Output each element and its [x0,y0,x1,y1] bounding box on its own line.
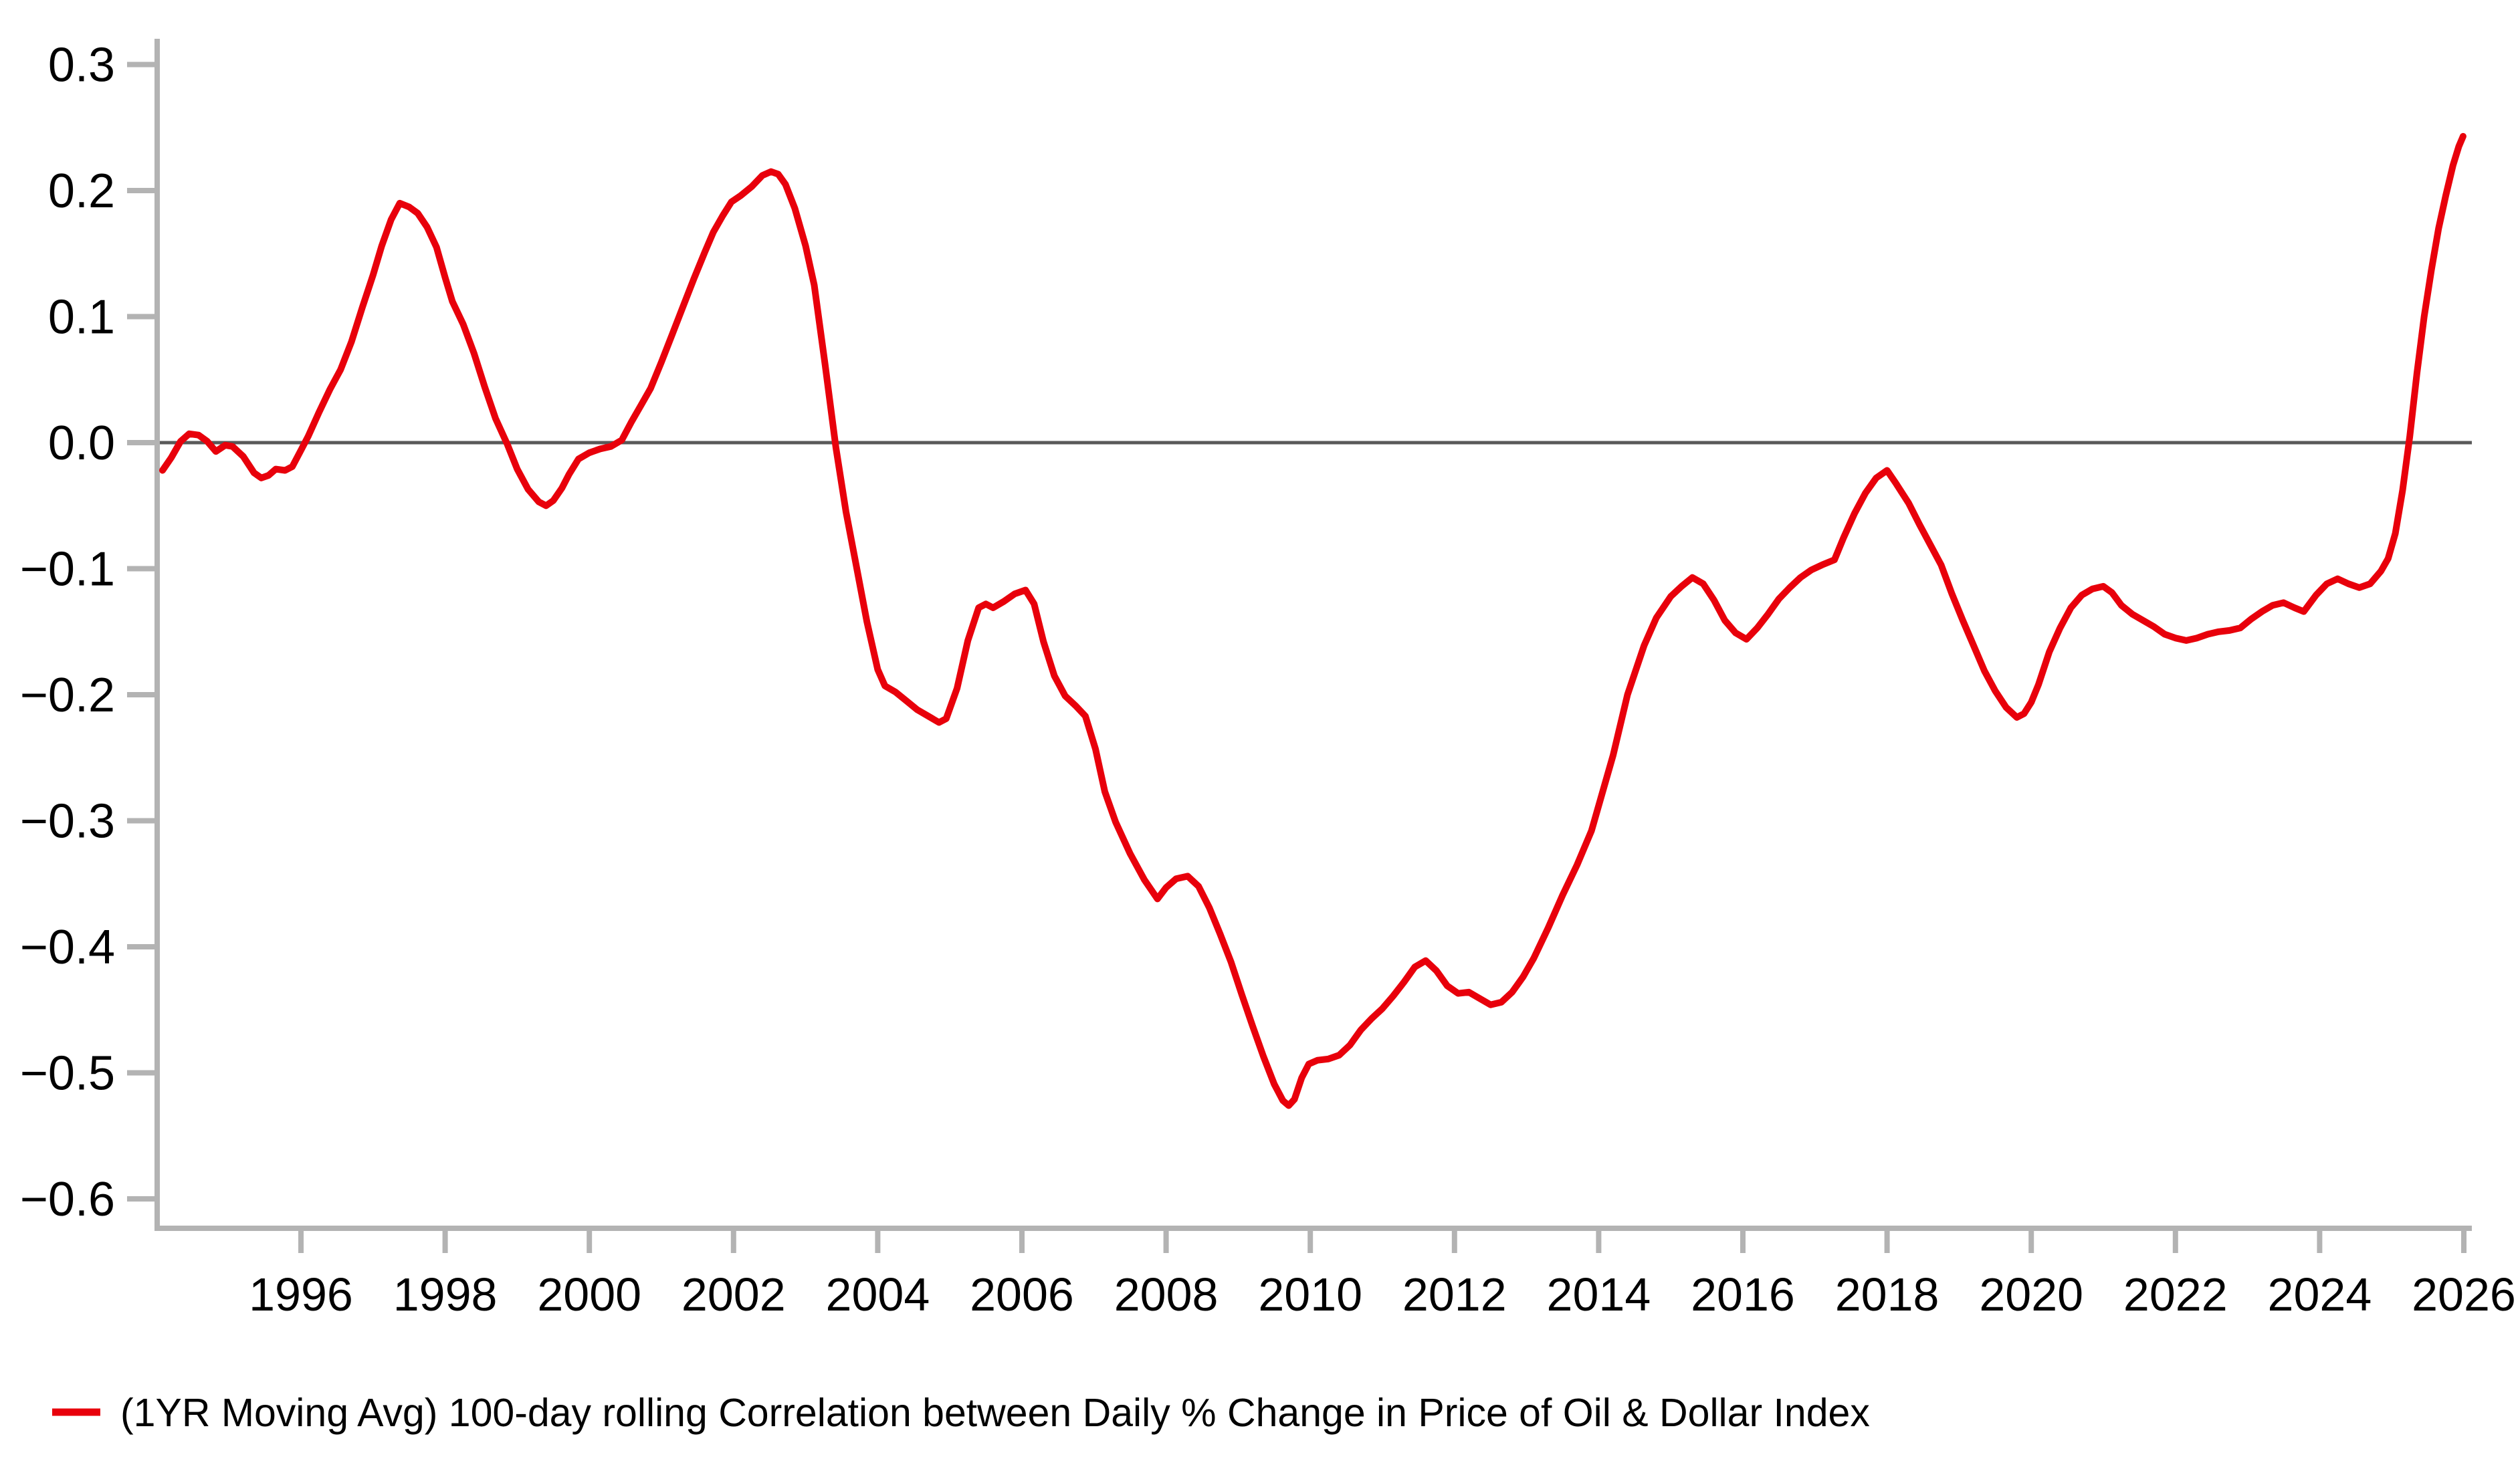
x-tick-label: 1998 [393,1268,498,1321]
x-tick-label: 2012 [1402,1268,1507,1321]
x-tick-label: 2014 [1547,1268,1651,1321]
y-axis-ticks: 0.3 0.2 0.1 0.0 −0.1 −0.2 −0.3 −0.4 −0.5 −0.6 [20,39,154,1226]
y-tick-label: −0.6 [20,1173,115,1226]
series-group [159,132,2466,1109]
x-tick-label: 2016 [1691,1268,1795,1321]
series-path [159,132,2466,1109]
y-tick-label: 0.1 [48,291,115,344]
x-axis-ticks: 1996 1998 2000 2002 2004 2006 2008 2010 2012 2014… [249,1231,2516,1321]
legend: (1YR Moving Avg) 100-day rolling Correla… [52,1391,1870,1435]
x-tick-label: 2000 [537,1268,641,1321]
y-tick-label: 0.3 [48,39,115,92]
legend-label: (1YR Moving Avg) 100-day rolling Correla… [120,1391,1870,1435]
y-tick-label: −0.3 [20,795,115,848]
x-tick-label: 2004 [826,1268,930,1321]
y-tick-label: 0.2 [48,164,115,218]
x-tick-label: 2020 [1979,1268,2083,1321]
x-tick-label: 2022 [2123,1268,2228,1321]
x-tick-label: 2018 [1835,1268,1939,1321]
x-tick-label: 2024 [2268,1268,2372,1321]
x-tick-label: 2006 [970,1268,1074,1321]
x-tick-label: 1996 [249,1268,353,1321]
x-tick-label: 2010 [1258,1268,1362,1321]
y-tick-label: −0.2 [20,669,115,722]
y-tick-label: −0.1 [20,543,115,596]
y-tick-label: −0.4 [20,921,115,974]
x-tick-label: 2002 [681,1268,786,1321]
x-tick-label: 2026 [2412,1268,2516,1321]
x-tick-label: 2008 [1114,1268,1219,1321]
y-tick-label: 0.0 [48,417,115,470]
y-tick-label: −0.5 [20,1047,115,1101]
